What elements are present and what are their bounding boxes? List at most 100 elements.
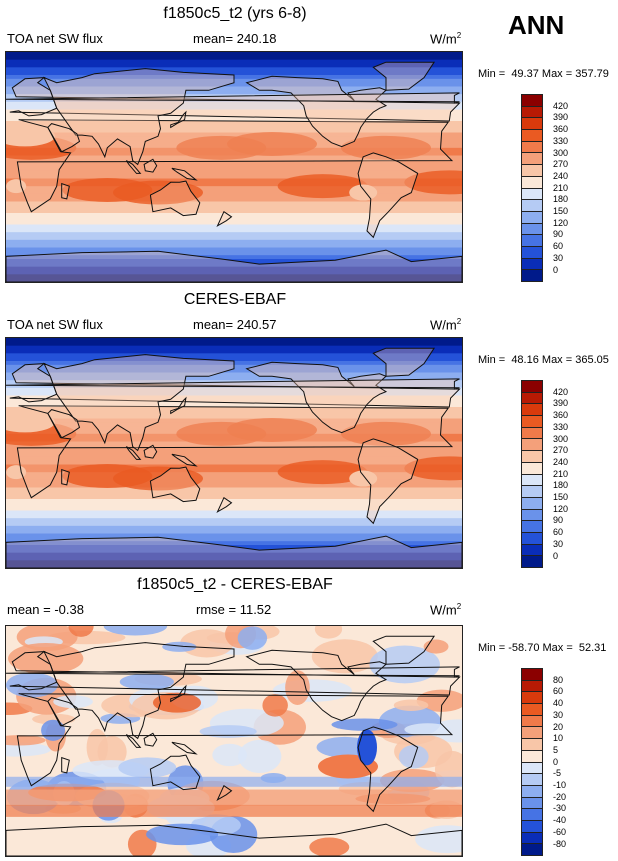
colorbar-label: 180 (553, 480, 569, 491)
colorbar-label: 150 (553, 206, 569, 216)
coastline (143, 444, 158, 459)
coastline (61, 468, 70, 486)
colorbar-label: -20 (553, 791, 567, 802)
coastline (245, 361, 388, 434)
coastline (149, 754, 201, 791)
coastline (16, 405, 454, 499)
season-label: ANN (508, 10, 565, 40)
coastline (372, 61, 436, 91)
coastline (6, 378, 460, 390)
colorbar-label: 30 (553, 709, 564, 720)
coastline (47, 697, 81, 727)
coastline (245, 75, 388, 148)
colorbar-swatch (521, 555, 543, 568)
panel2-units: W/m2 (430, 317, 462, 333)
colorbar-label: 180 (553, 194, 569, 205)
colorbar-label: 120 (553, 217, 569, 228)
coastline (216, 496, 233, 514)
coastline (149, 466, 201, 503)
panel2-center-label: mean= 240.57 (193, 317, 277, 332)
coastline (171, 741, 198, 755)
coastline (171, 453, 198, 467)
colorbar-label: 420 (553, 386, 569, 397)
panel3-minmax: Min = -58.70 Max = 52.31 (478, 642, 607, 654)
panel1-colorbar (521, 94, 543, 282)
colorbar-label: 390 (553, 398, 569, 409)
colorbar-label: 240 (553, 456, 569, 467)
coastline (372, 635, 436, 665)
colorbar-label: 420 (553, 100, 569, 111)
colorbar-label: 0 (553, 550, 559, 561)
colorbar-label: 90 (553, 229, 564, 240)
panel2-minmax: Min = 48.16 Max = 365.05 (478, 354, 609, 366)
coastline (16, 693, 454, 787)
coastline (125, 446, 142, 460)
panel1-center-label: mean= 240.18 (193, 31, 277, 46)
coastline (171, 167, 198, 181)
colorbar-label: 90 (553, 515, 564, 526)
coastline (216, 784, 233, 802)
coastline (149, 180, 201, 217)
colorbar-label: 210 (553, 468, 569, 479)
colorbar-label: -10 (553, 780, 567, 790)
coastline (47, 123, 81, 153)
colorbar-label: -30 (553, 803, 567, 814)
panel2-title: CERES-EBAF (183, 291, 287, 308)
panel3-units: W/m2 (430, 602, 462, 618)
coastline (143, 732, 158, 747)
panel1-map (5, 51, 463, 283)
colorbar-label: 80 (553, 674, 564, 685)
panel1-left-label: TOA net SW flux (7, 31, 103, 46)
coastline (6, 666, 460, 678)
colorbar-label: 60 (553, 686, 564, 697)
colorbar-label: -80 (553, 838, 567, 849)
colorbar-label: 60 (553, 241, 564, 252)
colorbar-label: 40 (553, 698, 564, 709)
colorbar-label: 390 (553, 112, 569, 123)
coastline (125, 734, 142, 748)
coastline (245, 649, 388, 722)
colorbar-label: 360 (553, 410, 569, 421)
panel3-center-label: rmse = 11.52 (196, 602, 272, 617)
colorbar-label: 10 (553, 733, 564, 744)
panel2-colorbar (521, 380, 543, 568)
panel1-title: f1850c5_t2 (yrs 6-8) (163, 5, 307, 22)
coastline (170, 684, 187, 703)
colorbar-swatch (521, 843, 543, 856)
colorbar-label: 150 (553, 492, 569, 502)
coastline (170, 110, 187, 129)
colorbar-label: 30 (553, 538, 564, 549)
colorbar-label: 360 (553, 124, 569, 135)
coastline (357, 438, 419, 525)
colorbar-label: 30 (553, 252, 564, 263)
colorbar-label: 120 (553, 503, 569, 514)
colorbar-label: -60 (553, 826, 567, 837)
coastline (16, 119, 454, 213)
coastline (47, 409, 81, 439)
panel2-map-svg (6, 338, 462, 568)
coastline (42, 68, 235, 166)
coastline (357, 726, 419, 813)
colorbar-label: 300 (553, 433, 569, 444)
panel2-map (5, 337, 463, 569)
colorbar-label: 330 (553, 421, 569, 432)
colorbar-label: -5 (553, 768, 562, 779)
colorbar-label: 60 (553, 527, 564, 538)
colorbar-label: 270 (553, 445, 569, 456)
colorbar-swatch (521, 269, 543, 282)
coastline (357, 152, 419, 239)
coastline (6, 249, 462, 282)
coastline (61, 182, 70, 200)
panel3-map (5, 625, 463, 857)
panel3-colorbar (521, 668, 543, 856)
panel2-left-label: TOA net SW flux (7, 317, 103, 332)
panel1-units: W/m2 (430, 31, 462, 47)
colorbar-label: 0 (553, 264, 559, 275)
panel1-minmax: Min = 49.37 Max = 357.79 (478, 68, 609, 80)
colorbar-label: 270 (553, 159, 569, 170)
colorbar-label: 0 (553, 756, 559, 767)
coastline (143, 158, 158, 173)
coastline (6, 535, 462, 568)
coastline (216, 210, 233, 228)
panel1-map-svg (6, 52, 462, 282)
